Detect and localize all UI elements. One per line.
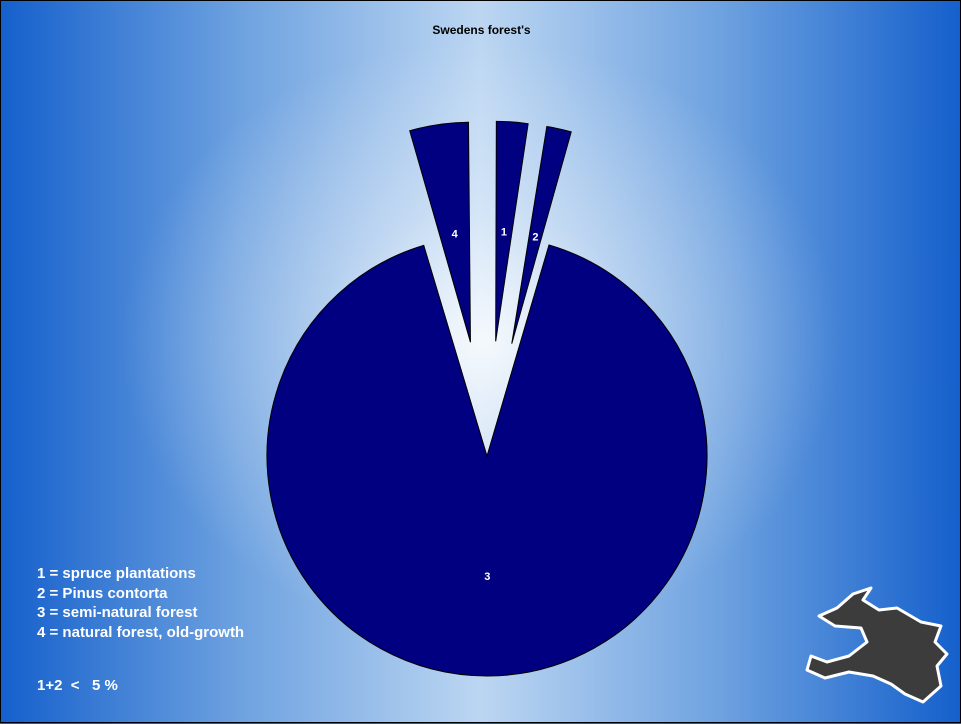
pie-slice-label-2: 2: [532, 231, 538, 243]
chart-title: Swedens forest's: [432, 23, 531, 37]
pie-slice-label-1: 1: [501, 227, 507, 239]
legend-item-3: 3 = semi-natural forest: [37, 604, 198, 621]
legend-item-4: 4 = natural forest, old-growth: [37, 623, 245, 641]
legend-item-2: 2 = Pinus contorta: [37, 584, 168, 602]
footnote: 1+2 < 5 %: [37, 677, 118, 694]
pie-slice-3: [266, 244, 708, 677]
legend-item-1: 1 = spruce plantations: [37, 565, 196, 582]
pie-slice-label-3: 3: [484, 571, 490, 583]
pie-slice-4: [409, 121, 471, 343]
legend: 1 = spruce plantations 2 = Pinus contort…: [37, 564, 244, 642]
pie-slice-2: [511, 125, 572, 344]
pie-slice-label-4: 4: [452, 228, 459, 240]
bird-silhouette-icon: [805, 586, 949, 704]
pie-slice-1: [495, 120, 529, 342]
